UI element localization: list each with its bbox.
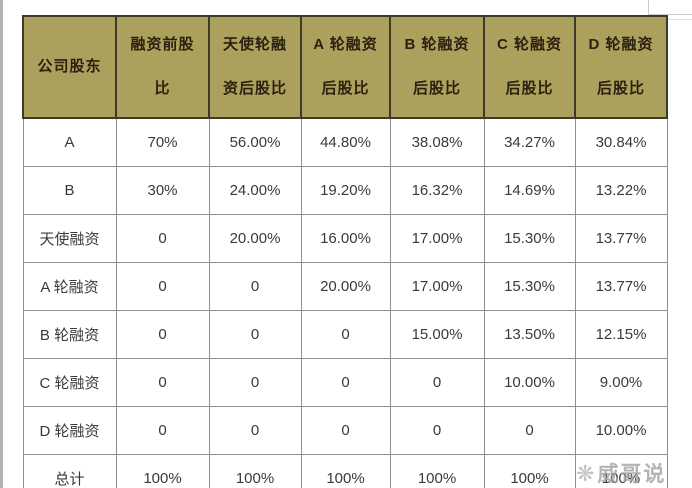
table-cell: 56.00% xyxy=(208,117,302,167)
table-cell: 44.80% xyxy=(300,117,391,167)
table-cell: 17.00% xyxy=(389,261,485,311)
table-cell: 13.22% xyxy=(574,165,668,215)
table-cell: 0 xyxy=(389,405,485,455)
column-header-angel-round: 天使轮融 资后股比 xyxy=(208,15,302,119)
table-cell: 100% xyxy=(115,453,210,488)
table-cell: 10.00% xyxy=(574,405,668,455)
table-cell: 24.00% xyxy=(208,165,302,215)
row-label: D 轮融资 xyxy=(22,405,117,455)
panel-corner-line-horizontal xyxy=(648,14,692,15)
watermark-text: 威哥说 xyxy=(597,463,667,486)
table-cell: 0 xyxy=(208,405,302,455)
table-row-total: 总计 100% 100% 100% 100% 100% 100% xyxy=(22,453,668,488)
table-row-b-round: B 轮融资 0 0 0 15.00% 13.50% 12.15% xyxy=(22,309,668,359)
table-cell: 13.77% xyxy=(574,213,668,263)
column-header-b-round: B 轮融资 后股比 xyxy=(389,15,485,119)
table-cell: 0 xyxy=(483,405,576,455)
row-label: A 轮融资 xyxy=(22,261,117,311)
table-cell: 0 xyxy=(208,357,302,407)
table-cell: 30.84% xyxy=(574,117,668,167)
table-row-a: A 70% 56.00% 44.80% 38.08% 34.27% 30.84% xyxy=(22,117,668,167)
table-row-angel: 天使融资 0 20.00% 16.00% 17.00% 15.30% 13.77… xyxy=(22,213,668,263)
row-label: C 轮融资 xyxy=(22,357,117,407)
table-row-c-round: C 轮融资 0 0 0 0 10.00% 9.00% xyxy=(22,357,668,407)
table-cell: 17.00% xyxy=(389,213,485,263)
watermark-logo-icon: ❋ xyxy=(576,461,597,486)
table-cell: 19.20% xyxy=(300,165,391,215)
table-cell: 100% xyxy=(483,453,576,488)
panel-corner-line-vertical xyxy=(648,0,649,15)
panel-corner-line-horizontal-faint xyxy=(664,19,692,20)
row-label: B 轮融资 xyxy=(22,309,117,359)
equity-dilution-table: 公司股东 融资前股 比 天使轮融 资后股比 A 轮融资 后股比 B 轮融资 后股… xyxy=(22,15,668,488)
table-cell: 0 xyxy=(115,405,210,455)
table-cell: 15.00% xyxy=(389,309,485,359)
table-cell: 14.69% xyxy=(483,165,576,215)
table-cell: 12.15% xyxy=(574,309,668,359)
table-cell: 16.32% xyxy=(389,165,485,215)
table-cell: 0 xyxy=(300,405,391,455)
table-cell: 13.50% xyxy=(483,309,576,359)
row-label: B xyxy=(22,165,117,215)
table-row-d-round: D 轮融资 0 0 0 0 0 10.00% xyxy=(22,405,668,455)
table-cell: 0 xyxy=(300,309,391,359)
table-cell: 15.30% xyxy=(483,213,576,263)
column-header-shareholder: 公司股东 xyxy=(22,15,117,119)
table-cell: 0 xyxy=(115,213,210,263)
table-cell: 30% xyxy=(115,165,210,215)
column-header-c-round: C 轮融资 后股比 xyxy=(483,15,576,119)
table-cell: 16.00% xyxy=(300,213,391,263)
table-cell: 0 xyxy=(389,357,485,407)
table-cell: 10.00% xyxy=(483,357,576,407)
table-cell: 20.00% xyxy=(300,261,391,311)
table-cell: 20.00% xyxy=(208,213,302,263)
table-cell: 100% xyxy=(300,453,391,488)
table-cell: 100% xyxy=(389,453,485,488)
row-label: 天使融资 xyxy=(22,213,117,263)
column-header-a-round: A 轮融资 后股比 xyxy=(300,15,391,119)
column-header-pre-financing: 融资前股 比 xyxy=(115,15,210,119)
table-cell: 0 xyxy=(300,357,391,407)
table-row-b: B 30% 24.00% 19.20% 16.32% 14.69% 13.22% xyxy=(22,165,668,215)
table-cell: 0 xyxy=(115,357,210,407)
table-row-a-round: A 轮融资 0 0 20.00% 17.00% 15.30% 13.77% xyxy=(22,261,668,311)
page-edge-strip xyxy=(0,0,3,488)
header-row: 公司股东 融资前股 比 天使轮融 资后股比 A 轮融资 后股比 B 轮融资 后股… xyxy=(22,15,668,119)
table-cell: 15.30% xyxy=(483,261,576,311)
table-cell: 100% xyxy=(208,453,302,488)
watermark: ❋威哥说 xyxy=(576,458,666,488)
table-cell: 13.77% xyxy=(574,261,668,311)
row-label: A xyxy=(22,117,117,167)
table-cell: 0 xyxy=(208,261,302,311)
table-cell: 100% xyxy=(574,453,668,488)
table-cell: 9.00% xyxy=(574,357,668,407)
table-cell: 0 xyxy=(115,261,210,311)
table-cell: 0 xyxy=(208,309,302,359)
table-cell: 34.27% xyxy=(483,117,576,167)
table-cell: 70% xyxy=(115,117,210,167)
column-header-d-round: D 轮融资 后股比 xyxy=(574,15,668,119)
table-cell: 0 xyxy=(115,309,210,359)
row-label: 总计 xyxy=(22,453,117,488)
table-cell: 38.08% xyxy=(389,117,485,167)
